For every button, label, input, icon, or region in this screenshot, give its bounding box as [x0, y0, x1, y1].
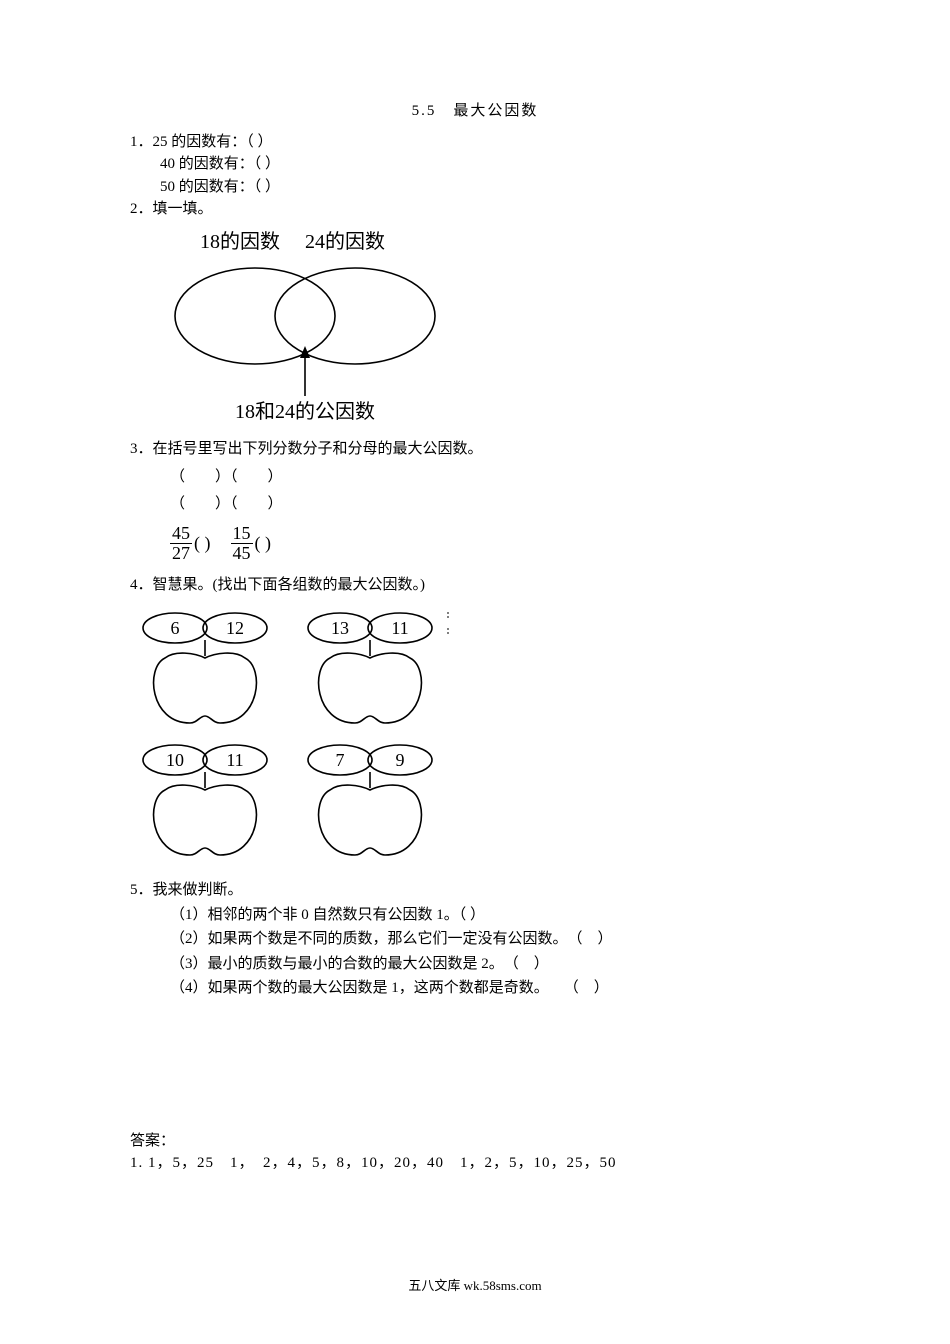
- q2-number: 2．: [130, 201, 153, 217]
- fruits-diagram: 6 12 13 11 10 11 7 9: [130, 602, 460, 867]
- q5-item-1: （1）相邻的两个非 0 自然数只有公因数 1。（ ）: [170, 904, 820, 927]
- frac-2-paren: ( ): [255, 530, 272, 557]
- fraction-2: 15 45 ( ): [231, 524, 272, 565]
- svg-text:9: 9: [396, 750, 405, 770]
- q3-number: 3．: [130, 441, 153, 457]
- frac-1-num: 45: [170, 524, 192, 545]
- q3-row-2: （ ）（ ）: [170, 493, 820, 516]
- venn-diagram: 18的因数 24的因数 18和24的公因数: [160, 226, 450, 426]
- q1-line-3: 50 的因数有：（ ）: [160, 176, 820, 199]
- question-4: 4．智慧果。(找出下面各组数的最大公因数。) 6 12 13 11 10 11 7 9: [130, 574, 820, 874]
- svg-text:18的因数: 18的因数: [200, 230, 280, 253]
- q5-number: 5．: [130, 882, 153, 898]
- question-5: 5．我来做判断。 （1）相邻的两个非 0 自然数只有公因数 1。（ ） （2）如…: [130, 879, 820, 1000]
- svg-text:7: 7: [336, 750, 345, 770]
- svg-text:18和24的公因数: 18和24的公因数: [235, 400, 375, 423]
- q5-item-3: （3）最小的质数与最小的合数的最大公因数是 2。 （ ）: [170, 953, 820, 976]
- frac-2-num: 15: [231, 524, 253, 545]
- q4-text: 智慧果。(找出下面各组数的最大公因数。): [153, 577, 426, 593]
- svg-text:11: 11: [226, 750, 243, 770]
- q5-text: 我来做判断。: [153, 882, 243, 898]
- fraction-1: 45 27 ( ): [170, 524, 211, 565]
- q2-text: 填一填。: [153, 201, 213, 217]
- svg-text:12: 12: [226, 618, 244, 638]
- svg-text:13: 13: [331, 618, 349, 638]
- q1-number: 1．: [130, 134, 153, 150]
- svg-text:24的因数: 24的因数: [305, 230, 385, 253]
- page-footer: 五八文库 wk.58sms.com: [0, 1275, 950, 1294]
- q5-item-2: （2）如果两个数是不同的质数，那么它们一定没有公因数。 （ ）: [170, 928, 820, 951]
- q1-line-2: 40 的因数有：（ ）: [160, 153, 820, 176]
- answers-label: 答案：: [130, 1130, 820, 1153]
- svg-text:10: 10: [166, 750, 184, 770]
- frac-1-den: 27: [170, 544, 192, 564]
- q1-line-1: 25 的因数有：（ ）: [153, 134, 273, 150]
- question-2: 2．填一填。 18的因数 24的因数 18和24的公因数: [130, 198, 820, 433]
- answers-section: 答案： 1. 1，5，25 1， 2，4，5，8，10，20，40 1，2，5，…: [130, 1130, 820, 1175]
- frac-2-den: 45: [231, 544, 253, 564]
- q3-fractions: 45 27 ( ) 15 45 ( ): [170, 524, 820, 565]
- answers-line-1: 1. 1，5，25 1， 2，4，5，8，10，20，40 1，2，5，10，2…: [130, 1152, 820, 1175]
- svg-text:6: 6: [171, 618, 180, 638]
- question-3: 3．在括号里写出下列分数分子和分母的最大公因数。 （ ）（ ） （ ）（ ） 4…: [130, 438, 820, 564]
- q4-number: 4．: [130, 577, 153, 593]
- svg-text:11: 11: [391, 618, 408, 638]
- page-title: 5.5 最大公因数: [130, 100, 820, 123]
- q3-row-1: （ ）（ ）: [170, 466, 820, 489]
- q5-item-4: （4）如果两个数的最大公因数是 1，这两个数都是奇数。 （ ）: [170, 977, 820, 1000]
- question-1: 1．25 的因数有：（ ） 40 的因数有：（ ） 50 的因数有：（ ）: [130, 131, 820, 199]
- q3-text: 在括号里写出下列分数分子和分母的最大公因数。: [153, 441, 483, 457]
- frac-1-paren: ( ): [194, 530, 211, 557]
